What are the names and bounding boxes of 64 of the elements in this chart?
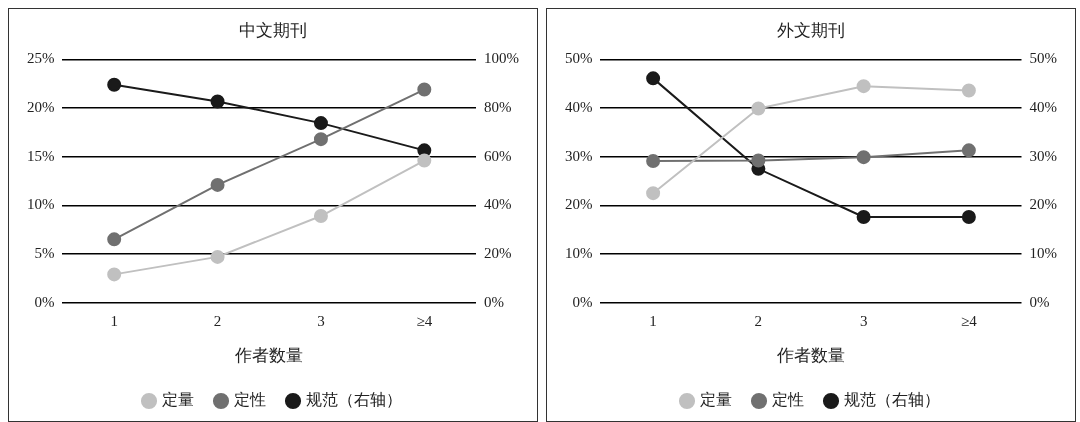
point bbox=[856, 79, 871, 94]
x-tick-label: 3 bbox=[317, 312, 325, 329]
y2-tick-label: 30% bbox=[1029, 147, 1057, 164]
y2-tick-label: 60% bbox=[484, 147, 512, 164]
y2-tick-label: 20% bbox=[1029, 196, 1057, 213]
x-tick-label: 2 bbox=[754, 312, 763, 329]
x-tick-label: 2 bbox=[213, 312, 222, 329]
point bbox=[646, 154, 661, 169]
point bbox=[646, 186, 661, 201]
x-tick-label: ≥4 bbox=[961, 312, 978, 329]
x-tick-label: 3 bbox=[859, 312, 868, 329]
y2-tick-label: 80% bbox=[484, 98, 512, 115]
y-tick-label: 10% bbox=[27, 196, 55, 213]
point bbox=[210, 94, 225, 109]
x-axis-title: 作者数量 bbox=[234, 346, 304, 366]
point bbox=[961, 83, 976, 98]
point bbox=[210, 249, 225, 264]
point bbox=[107, 267, 122, 282]
point bbox=[646, 71, 661, 86]
legend-label: 定量 bbox=[162, 391, 194, 409]
legend-label: 规范（右轴） bbox=[844, 391, 940, 409]
x-tick-label: 1 bbox=[649, 312, 657, 329]
x-axis-title: 作者数量 bbox=[776, 346, 845, 366]
y2-tick-label: 0% bbox=[1029, 293, 1050, 310]
point bbox=[417, 82, 432, 97]
point bbox=[751, 101, 766, 116]
point bbox=[313, 116, 328, 131]
point bbox=[107, 77, 122, 92]
legend-label: 规范（右轴） bbox=[306, 391, 402, 409]
point bbox=[313, 209, 328, 224]
y-tick-label: 40% bbox=[565, 98, 593, 115]
point bbox=[856, 150, 871, 165]
chart-title: 外文期刊 bbox=[777, 20, 845, 40]
y2-tick-label: 20% bbox=[484, 244, 512, 261]
point bbox=[961, 143, 976, 158]
y-tick-label: 15% bbox=[27, 147, 55, 164]
y-tick-label: 10% bbox=[565, 244, 593, 261]
chart-title: 中文期刊 bbox=[239, 20, 307, 40]
y2-tick-label: 40% bbox=[484, 196, 512, 213]
legend-label: 定性 bbox=[772, 391, 804, 409]
y-tick-label: 0% bbox=[34, 293, 55, 310]
y-tick-label: 30% bbox=[565, 147, 593, 164]
y2-tick-label: 100% bbox=[484, 50, 519, 67]
y2-tick-label: 10% bbox=[1029, 244, 1057, 261]
y2-tick-label: 40% bbox=[1029, 98, 1057, 115]
y2-tick-label: 50% bbox=[1029, 50, 1057, 67]
point bbox=[107, 232, 122, 247]
x-tick-label: ≥4 bbox=[416, 312, 433, 329]
y-tick-label: 0% bbox=[572, 293, 593, 310]
point bbox=[856, 209, 871, 224]
y-tick-label: 5% bbox=[34, 244, 55, 261]
y-tick-label: 20% bbox=[565, 196, 593, 213]
y-tick-label: 50% bbox=[565, 50, 593, 67]
y2-tick-label: 0% bbox=[484, 293, 504, 310]
y-tick-label: 20% bbox=[27, 98, 55, 115]
y-tick-label: 25% bbox=[27, 50, 55, 67]
point bbox=[417, 153, 432, 168]
point bbox=[210, 177, 225, 192]
point bbox=[751, 153, 766, 168]
point bbox=[961, 209, 976, 224]
point bbox=[313, 132, 328, 147]
legend-label: 定量 bbox=[700, 391, 732, 409]
legend-label: 定性 bbox=[234, 391, 266, 409]
x-tick-label: 1 bbox=[110, 312, 118, 329]
